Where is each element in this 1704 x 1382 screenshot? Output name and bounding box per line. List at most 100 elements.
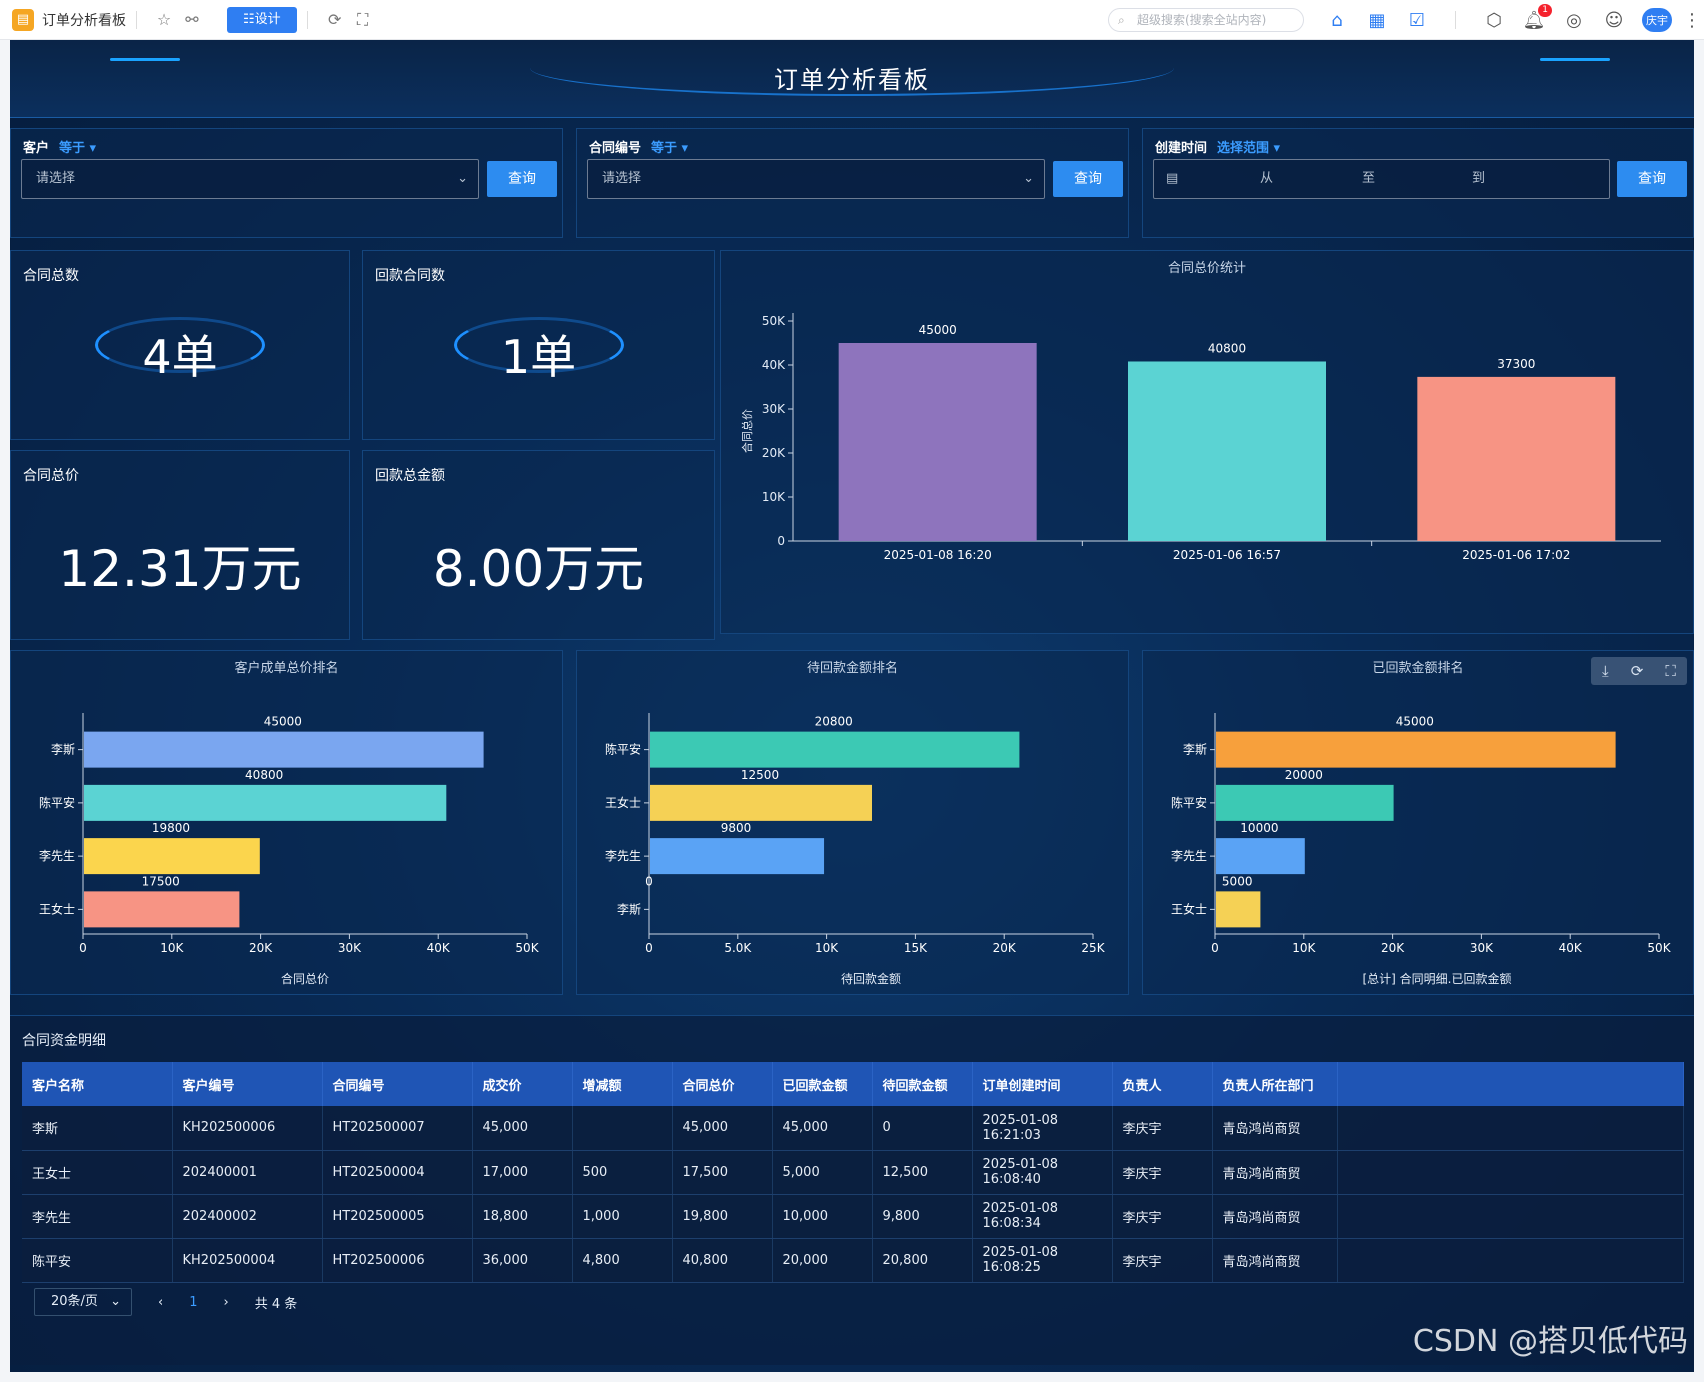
date-range-picker[interactable]: ▤ 从 至 到 xyxy=(1153,159,1610,199)
workflow-icon[interactable]: ⬡ xyxy=(1486,9,1502,31)
y-tick-label: 陈平安 xyxy=(605,742,641,757)
table-cell: 2025-01-08 16:08:40 xyxy=(972,1150,1113,1195)
chart-toolbar: ⤓ ⟳ ⛶ xyxy=(1591,657,1687,685)
compass-icon[interactable]: ◎ xyxy=(1566,9,1582,31)
table-column-header[interactable]: 客户编号 xyxy=(172,1062,323,1106)
table-column-header[interactable]: 合同总价 xyxy=(672,1062,773,1106)
prev-page-button[interactable]: ‹ xyxy=(158,1294,164,1310)
y-tick-label: 40K xyxy=(762,358,786,372)
contract-total-chart: 0 10K 20K 30K 40K 50K 合同总价 45000 2025-01-08 16:2… xyxy=(740,313,1661,562)
apps-grid-icon[interactable]: ▦ xyxy=(1368,9,1386,31)
table-body: 李斯 KH202500006 HT202500007 45,000 45,000 45,0… xyxy=(22,1106,1684,1283)
task-check-icon[interactable]: ☑ xyxy=(1408,9,1426,31)
total-count: 共 4 条 xyxy=(254,1296,298,1312)
range-to-label: 至 xyxy=(1362,171,1376,186)
refresh-icon[interactable]: ⟳ xyxy=(1630,662,1644,680)
table-row[interactable]: 李先生 202400002 HT202500005 18,800 1,000 19,800… xyxy=(22,1194,1684,1239)
table-column-header[interactable]: 负责人 xyxy=(1112,1062,1213,1106)
table-column-header[interactable]: 负责人所在部门 xyxy=(1212,1062,1338,1106)
y-tick-label: 李先生 xyxy=(1171,848,1207,863)
table-column-header[interactable]: 已回款金额 xyxy=(772,1062,873,1106)
next-page-button[interactable]: › xyxy=(223,1294,229,1310)
filter-operator-dropdown[interactable]: 等于 ▾ xyxy=(651,141,689,156)
chart-title: 待回款金额排名 xyxy=(806,661,898,676)
table-column-header[interactable]: 成交价 xyxy=(472,1062,573,1106)
kpi-label: 合同总数 xyxy=(23,268,79,284)
y-tick-label: 李斯 xyxy=(1183,742,1207,757)
table-cell: 17,500 xyxy=(672,1150,773,1195)
bar xyxy=(1216,784,1394,821)
x-tick-label: 10K xyxy=(1292,941,1316,955)
query-button[interactable]: 查询 xyxy=(1053,161,1123,197)
table-cell: 王女士 xyxy=(22,1150,173,1195)
chevron-down-icon: ⌄ xyxy=(110,1294,121,1309)
app-title: 订单分析看板 xyxy=(42,12,126,29)
query-button[interactable]: 查询 xyxy=(487,161,557,197)
bell-icon[interactable]: 🔔︎ 1 xyxy=(1522,4,1552,32)
global-search-input[interactable]: ⌕ 超级搜索(搜索全站内容) xyxy=(1108,8,1304,32)
customer-select[interactable]: 请选择 ⌄ xyxy=(21,159,479,199)
table-cell-filler xyxy=(1337,1238,1684,1283)
x-tick-label: 20K xyxy=(993,941,1017,955)
filter-created-time: 创建时间 选择范围 ▾ ▤ 从 至 到 查询 xyxy=(1142,128,1694,238)
table-cell: 202400002 xyxy=(172,1194,323,1239)
table-row[interactable]: 陈平安 KH202500004 HT202500006 36,000 4,800 40,8… xyxy=(22,1238,1684,1283)
range-from-label: 从 xyxy=(1260,171,1274,186)
query-button[interactable]: 查询 xyxy=(1617,161,1687,197)
bar xyxy=(84,784,447,821)
dashboard-canvas: 订单分析看板 客户 等于 ▾ 请选择 ⌄ 查询 合同编号 等于 ▾ 请选择 ⌄ 查询 创… xyxy=(10,40,1694,1372)
pending-ranking-chart-panel: 待回款金额排名 0 5.0K 10K 15K 20K 25K 待回款金额 20800 陈平安 12… xyxy=(576,650,1129,995)
table-cell: 青岛鸿尚商贸 xyxy=(1212,1238,1338,1283)
contract-select[interactable]: 请选择 ⌄ xyxy=(587,159,1045,199)
table-cell: 2025-01-08 16:08:34 xyxy=(972,1194,1113,1239)
chart-title: 合同总价统计 xyxy=(1167,261,1246,276)
dashboard-header: 订单分析看板 xyxy=(10,40,1694,118)
kpi-value: 4单 xyxy=(142,330,218,384)
table-column-header[interactable]: 合同编号 xyxy=(322,1062,473,1106)
table-cell-filler xyxy=(1337,1194,1684,1239)
y-tick-label: 30K xyxy=(762,402,786,416)
fullscreen-icon[interactable]: ⛶ xyxy=(357,9,369,29)
filter-operator-dropdown[interactable]: 等于 ▾ xyxy=(59,141,97,156)
chevron-down-icon: ⌄ xyxy=(1023,171,1034,186)
x-tick-label: 2025-01-06 17:02 xyxy=(1462,548,1570,562)
table-cell: HT202500004 xyxy=(322,1150,473,1195)
home-icon[interactable]: ⌂ xyxy=(1331,9,1343,31)
design-button[interactable]: ☷设计 xyxy=(227,6,297,33)
table-cell: 李斯 xyxy=(22,1106,173,1151)
y-tick-label: 李斯 xyxy=(617,901,641,916)
fullscreen-icon[interactable]: ⛶ xyxy=(1665,662,1676,680)
bar xyxy=(1128,361,1326,541)
table-column-header[interactable]: 订单创建时间 xyxy=(972,1062,1113,1106)
table-column-header[interactable]: 客户名称 xyxy=(22,1062,173,1106)
current-page[interactable]: 1 xyxy=(189,1294,198,1310)
y-tick-label: 王女士 xyxy=(39,901,75,916)
more-menu-icon[interactable]: ⋮ xyxy=(1683,9,1701,31)
table-cell: 4,800 xyxy=(572,1238,673,1283)
table-row[interactable]: 王女士 202400001 HT202500004 17,000 500 17,500 5,… xyxy=(22,1150,1684,1195)
export-icon[interactable]: ⤓ xyxy=(1602,662,1609,680)
table-cell: 20,000 xyxy=(772,1238,873,1283)
account-icon[interactable]: ☺ xyxy=(1604,9,1624,31)
page-size-select[interactable]: 20条/页 ⌄ xyxy=(34,1288,132,1316)
y-tick-label: 10K xyxy=(762,490,786,504)
table-column-header[interactable]: 待回款金额 xyxy=(872,1062,973,1106)
kpi-label: 合同总价 xyxy=(23,468,79,484)
filter-operator-dropdown[interactable]: 选择范围 ▾ xyxy=(1217,141,1281,156)
link-icon[interactable]: ⚯ xyxy=(185,10,199,29)
table-column-header[interactable]: 增减额 xyxy=(572,1062,673,1106)
table-cell: 李庆宇 xyxy=(1112,1150,1213,1195)
bar xyxy=(650,731,1020,768)
table-cell: 李庆宇 xyxy=(1112,1106,1213,1151)
star-icon[interactable]: ☆ xyxy=(156,10,172,29)
header-glow-line xyxy=(110,58,180,61)
refresh-icon[interactable]: ⟳ xyxy=(327,10,342,29)
user-avatar[interactable]: 庆宇 xyxy=(1642,8,1672,32)
table-row[interactable]: 李斯 KH202500006 HT202500007 45,000 45,000 45,0… xyxy=(22,1106,1684,1151)
app-topbar: ▤ 订单分析看板 ☆ ⚯ ☷设计 ⟳ ⛶ ⌕ 超级搜索(搜索全站内容) ⌂ ▦ … xyxy=(0,0,1704,40)
pagination: 20条/页 ⌄ ‹ 1 › 共 4 条 xyxy=(34,1288,297,1316)
bar-value-label: 37300 xyxy=(1497,357,1535,371)
table-cell: 青岛鸿尚商贸 xyxy=(1212,1150,1338,1195)
table-cell: 40,800 xyxy=(672,1238,773,1283)
table-cell: KH202500004 xyxy=(172,1238,323,1283)
